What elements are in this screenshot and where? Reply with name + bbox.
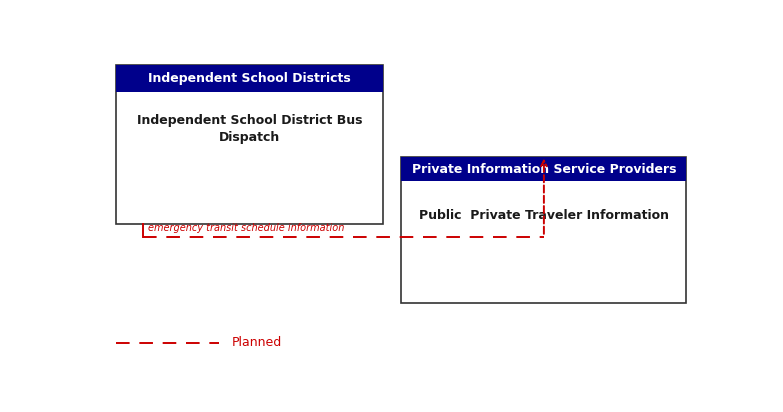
Text: Independent School Districts: Independent School Districts [148,72,351,85]
Bar [402,157,687,303]
Text: Public  Private Traveler Information: Public Private Traveler Information [419,209,669,222]
Text: Private Information Service Providers: Private Information Service Providers [412,163,677,176]
Text: emergency transit schedule information: emergency transit schedule information [148,223,345,233]
Text: Independent School District Bus
Dispatch: Independent School District Bus Dispatch [137,114,363,144]
Bar [116,66,383,224]
Text: Planned: Planned [232,336,282,349]
Bar [116,66,383,92]
Bar [402,157,687,181]
